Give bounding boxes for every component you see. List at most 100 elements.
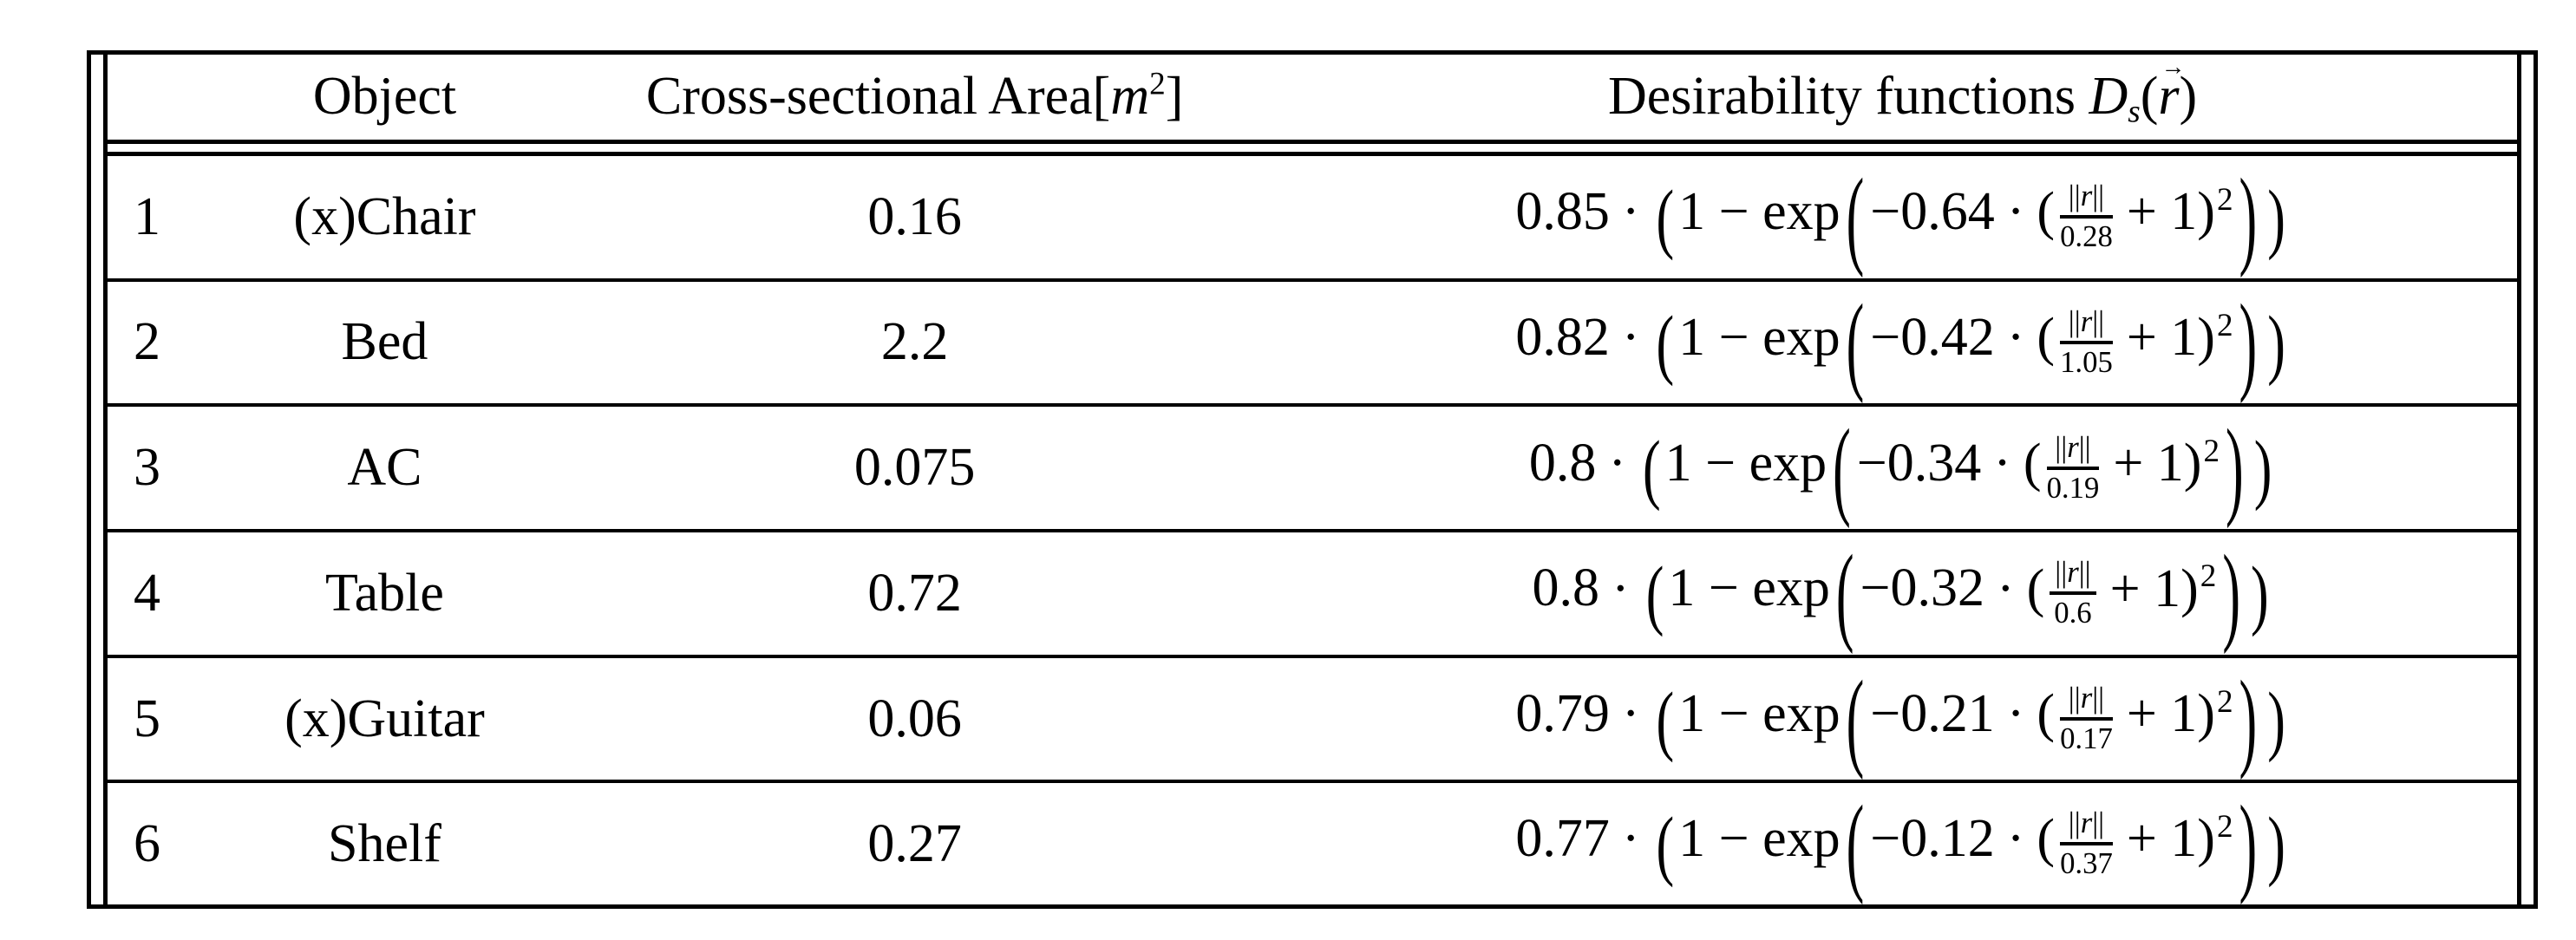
row-index: 5 [108, 654, 228, 782]
formula-exponent: 2 [2216, 181, 2233, 218]
object-name: Shelf [227, 780, 542, 904]
multiplication-dot: · [1621, 308, 1640, 368]
close-paren-mid: ) [2267, 802, 2285, 889]
row-index: 3 [108, 403, 228, 531]
one-minus-exp: 1 − exp [1678, 182, 1840, 242]
open-paren-small: ( [2037, 182, 2056, 242]
close-paren-mid: ) [2253, 426, 2272, 512]
open-paren-mid: ( [1656, 175, 1675, 261]
table-row: 4 Table 0.72 0.8 · (1 − exp(−0.32 ·(||r|| 0.… [108, 529, 2517, 656]
desirability-open-paren: ( [2140, 67, 2159, 127]
multiplication-dot: · [1621, 182, 1640, 242]
cross-sectional-area-value: 0.72 [541, 529, 1289, 656]
formula-coefficient: 0.85 [1515, 182, 1610, 242]
norm-close-bars: || [2078, 429, 2091, 464]
area-label: Cross-sectional Area[ [645, 67, 1111, 127]
formula-exponent: 2 [2200, 558, 2217, 595]
norm-fraction: ||r|| 0.6 [2050, 555, 2096, 630]
plus-one: + 1 [2109, 558, 2181, 618]
norm-close-bars: || [2092, 304, 2105, 339]
open-paren-mid: ( [1656, 677, 1675, 764]
object-name: (x)Guitar [227, 654, 542, 782]
fraction-denominator: 0.28 [2060, 219, 2113, 254]
row-index: 2 [108, 277, 228, 406]
multiplication-dot: · [2006, 308, 2025, 368]
cross-sectional-area-value: 0.075 [541, 403, 1289, 531]
formula-rate: −0.12 [1870, 809, 1995, 869]
open-paren-small: ( [2037, 809, 2056, 869]
object-name: Bed [227, 277, 542, 406]
fraction-denominator: 0.17 [2060, 721, 2113, 756]
open-paren-small: ( [2023, 433, 2042, 493]
norm-close-bars: || [2092, 179, 2105, 213]
desirability-close-paren: ) [2179, 67, 2198, 127]
plus-one: + 1 [2113, 433, 2184, 493]
norm-open-bars: || [2055, 429, 2068, 464]
open-paren-mid: ( [1645, 552, 1664, 638]
open-paren-mid: ( [1656, 301, 1675, 387]
fraction-denominator: 1.05 [2060, 344, 2113, 379]
open-paren-big: ( [1833, 408, 1851, 530]
formula-rate: −0.64 [1870, 182, 1995, 242]
multiplication-dot: · [1608, 433, 1626, 493]
area-unit-exponent: 2 [1149, 66, 1166, 102]
object-name: (x)Chair [293, 186, 476, 246]
cross-sectional-area-value: 2.2 [541, 277, 1289, 406]
table-row: 2 Bed 2.2 0.82 · (1 − exp(−0.42 ·(||r|| 1.05… [108, 277, 2517, 406]
norm-open-bars: || [2068, 179, 2081, 213]
vector-arrow-icon: → [2161, 53, 2186, 81]
plus-one: + 1 [2126, 182, 2198, 242]
formula-exponent: 2 [2216, 809, 2233, 845]
cross-sectional-area-value: 0.27 [541, 780, 1289, 904]
multiplication-dot: · [1993, 433, 2011, 493]
formula-coefficient: 0.8 [1528, 433, 1597, 493]
close-paren-small: ) [2197, 182, 2215, 242]
close-paren-big: ) [2239, 660, 2258, 781]
open-paren-small: ( [2026, 558, 2045, 618]
close-paren-mid: ) [2267, 677, 2285, 764]
one-minus-exp: 1 − exp [1678, 308, 1840, 368]
one-minus-exp: 1 − exp [1668, 558, 1830, 618]
norm-close-bars: || [2092, 806, 2105, 840]
one-minus-exp: 1 − exp [1664, 433, 1827, 493]
formula-exponent: 2 [2203, 433, 2220, 469]
object-name: Table [227, 529, 542, 656]
objects-desirability-table-frame: Object Cross-sectional Area[m2] Desirabi… [87, 50, 2538, 909]
open-paren-big: ( [1846, 283, 1865, 405]
vector-r-symbol: r [2158, 67, 2180, 127]
close-paren-big: ) [2222, 534, 2240, 656]
norm-fraction: ||r|| 0.37 [2060, 806, 2113, 881]
r-variable: r [2067, 555, 2079, 590]
norm-open-bars: || [2055, 555, 2068, 590]
close-paren-small: ) [2197, 809, 2215, 869]
table-row: 3 AC 0.075 0.8 · (1 − exp(−0.34 ·(||r|| 0.19… [108, 403, 2517, 531]
cross-sectional-area-value: 0.06 [541, 654, 1289, 782]
multiplication-dot: · [2006, 809, 2025, 869]
norm-close-bars: || [2092, 681, 2105, 715]
close-paren-mid: ) [2267, 175, 2285, 261]
desirability-formula: 0.82 · (1 − exp(−0.42 ·(||r|| 1.05 + 1)2)) [1515, 289, 2290, 399]
double-rule-spacer [108, 141, 2517, 156]
r-variable: r [2080, 806, 2093, 840]
desirability-formula: 0.85 · (1 − exp(−0.64 ·(||r|| 0.28 + 1)2)) [1515, 163, 2290, 273]
open-paren-big: ( [1846, 785, 1865, 906]
formula-exponent: 2 [2216, 307, 2233, 343]
close-paren-big: ) [2239, 283, 2258, 405]
formula-exponent: 2 [2216, 684, 2233, 721]
header-object: Object [227, 55, 542, 144]
open-paren-mid: ( [1642, 426, 1661, 512]
plus-one: + 1 [2126, 308, 2198, 368]
table-inner-frame: Object Cross-sectional Area[m2] Desirabi… [103, 53, 2521, 906]
open-paren-big: ( [1846, 157, 1865, 279]
open-paren-big: ( [1846, 660, 1865, 781]
fraction-denominator: 0.37 [2060, 846, 2113, 881]
desirability-symbol: D [2089, 67, 2128, 127]
desirability-formula: 0.8 · (1 − exp(−0.32 ·(||r|| 0.6 + 1)2)) [1533, 539, 2273, 650]
fraction-denominator: 0.6 [2054, 596, 2092, 630]
plus-one: + 1 [2126, 684, 2198, 744]
norm-fraction: ||r|| 0.17 [2060, 681, 2113, 756]
fraction-denominator: 0.19 [2046, 470, 2100, 505]
header-desirability-functions: Desirability functions Ds(→ r) [1288, 53, 2517, 144]
row-index: 1 [134, 186, 160, 246]
desirability-formula: 0.79 · (1 − exp(−0.21 ·(||r|| 0.17 + 1)2)) [1515, 665, 2290, 775]
